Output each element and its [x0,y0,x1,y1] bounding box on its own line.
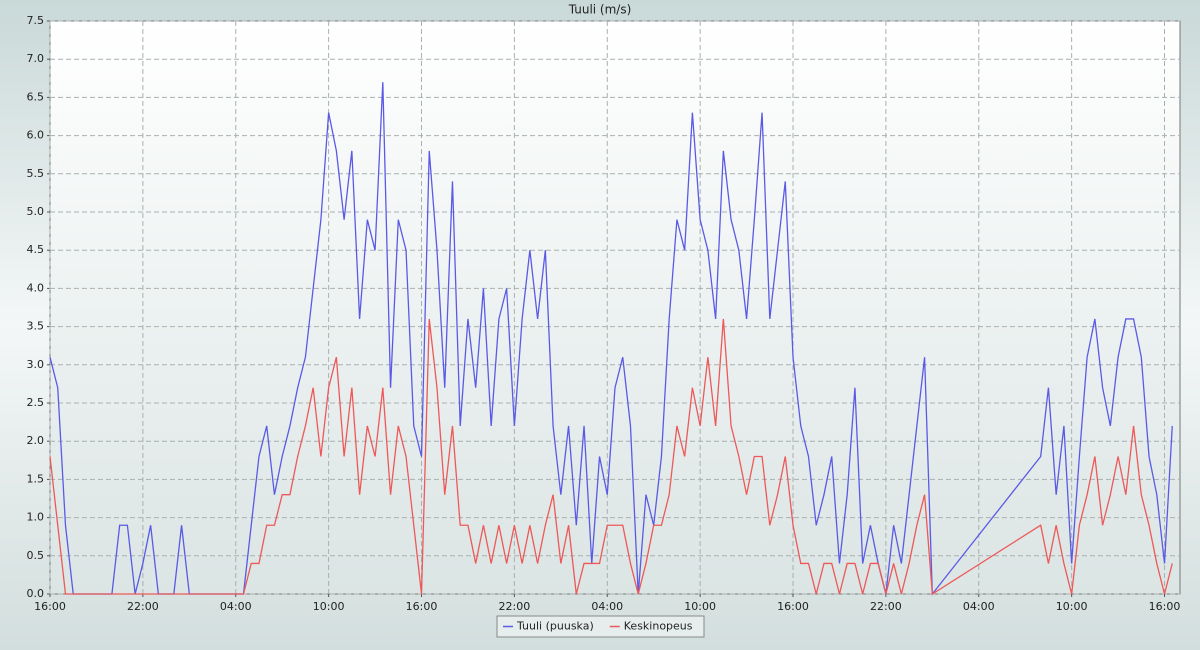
y-tick-label: 4.5 [27,243,45,256]
legend-box [496,615,705,638]
series-line [49,318,1173,596]
x-tick-label: 16:00 [1149,600,1181,613]
y-tick-label: 6.5 [27,90,45,103]
y-tick-label: 7.5 [27,14,45,27]
y-tick-label: 5.0 [27,205,45,218]
y-tick-label: 7.0 [27,52,45,65]
chart-title: Tuuli (m/s) [568,3,632,17]
grid: 0.0 0.5 1.0 1.5 2.0 2.5 3.0 3.5 4.0 4.5 5.0 5.5 6.0 6… [27,14,1181,613]
x-tick-label: 22:00 [127,600,159,613]
x-tick-label: 16:00 [777,600,809,613]
lines [49,82,1173,596]
x-tick-label: 10:00 [313,600,345,613]
y-tick-label: 0.5 [27,549,45,562]
x-tick-label: 04:00 [591,600,623,613]
y-tick-label: 6.0 [27,129,45,142]
x-tick-label: 10:00 [1056,600,1088,613]
y-tick-label: 2.5 [27,396,45,409]
legend: Tuuli (puuska) Keskinopeus [496,615,705,638]
x-tick-label: 04:00 [963,600,995,613]
y-tick-label: 1.0 [27,511,45,524]
y-tick-label: 2.0 [27,434,45,447]
legend-label: Tuuli (puuska) [516,620,594,633]
y-tick-label: 0.0 [27,587,45,600]
legend-label: Keskinopeus [624,620,693,633]
x-tick-label: 16:00 [406,600,438,613]
y-tick-label: 4.0 [27,281,45,294]
x-tick-label: 10:00 [684,600,716,613]
x-tick-label: 16:00 [34,600,66,613]
plot-area [49,20,1181,595]
y-tick-label: 3.0 [27,358,45,371]
y-tick-label: 1.5 [27,472,45,485]
x-tick-label: 22:00 [499,600,531,613]
x-tick-label: 22:00 [870,600,902,613]
x-tick-label: 04:00 [220,600,252,613]
y-tick-label: 5.5 [27,167,45,180]
y-tick-label: 3.5 [27,320,45,333]
